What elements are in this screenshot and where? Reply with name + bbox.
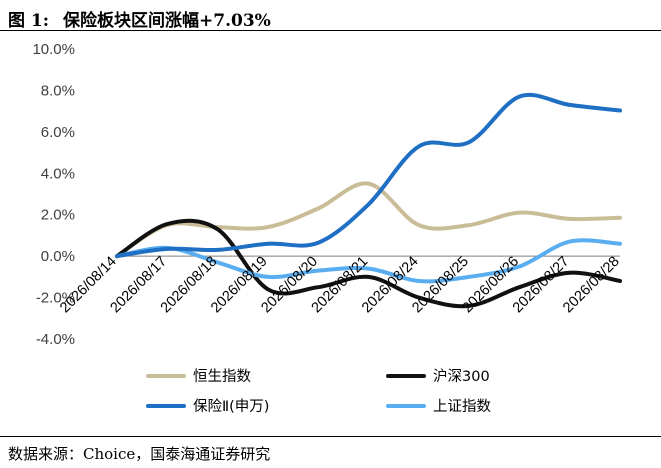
legend-label: 沪深300 bbox=[433, 368, 490, 385]
figure-label: 图 1: bbox=[8, 11, 50, 31]
bottom-rule bbox=[0, 436, 661, 437]
legend-label: 恒生指数 bbox=[193, 368, 251, 385]
data-source-note: 数据来源：Choice，国泰海通证券研究 bbox=[8, 445, 271, 463]
y-tick-label: -2.0% bbox=[36, 290, 75, 307]
top-rule bbox=[0, 30, 661, 31]
y-tick-label: 2.0% bbox=[41, 207, 75, 224]
series-line-1 bbox=[115, 218, 622, 309]
figure-title: 图 1: 保险板块区间涨幅+7.03% bbox=[8, 6, 271, 31]
y-tick-label: -4.0% bbox=[36, 331, 75, 348]
line-chart: 10.0%8.0%6.0%4.0%2.0%0.0%-2.0%-4.0%2026/… bbox=[32, 41, 622, 415]
y-tick-label: 10.0% bbox=[32, 41, 75, 58]
y-tick-label: 4.0% bbox=[41, 165, 75, 182]
series-line-3 bbox=[115, 238, 622, 284]
legend-label: 上证指数 bbox=[433, 398, 491, 415]
y-tick-label: 6.0% bbox=[41, 124, 75, 141]
legend-label: 保险Ⅱ(申万) bbox=[193, 398, 269, 415]
y-tick-label: 8.0% bbox=[41, 82, 75, 99]
figure-title-text: 保险板块区间涨幅+7.03% bbox=[63, 11, 271, 31]
series-line-0 bbox=[115, 181, 622, 259]
y-tick-label: 0.0% bbox=[41, 248, 75, 265]
series-line-2 bbox=[115, 92, 622, 259]
